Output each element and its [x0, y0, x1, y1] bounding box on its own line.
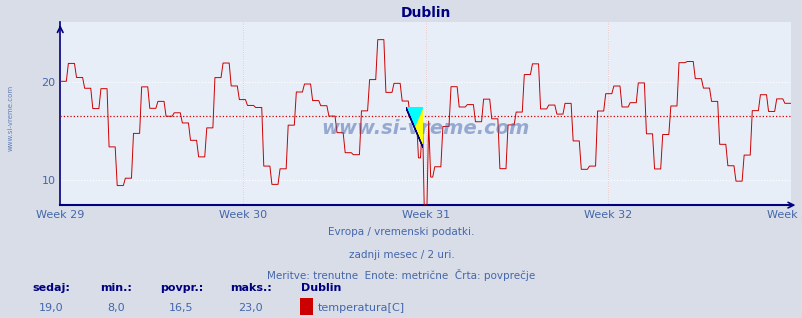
Polygon shape — [405, 107, 423, 127]
Text: 23,0: 23,0 — [237, 303, 262, 313]
Text: zadnji mesec / 2 uri.: zadnji mesec / 2 uri. — [348, 250, 454, 259]
Text: Dublin: Dublin — [301, 283, 341, 293]
Text: www.si-vreme.com: www.si-vreme.com — [7, 85, 14, 151]
Text: temperatura[C]: temperatura[C] — [318, 303, 404, 313]
Text: 16,5: 16,5 — [168, 303, 193, 313]
Text: 19,0: 19,0 — [38, 303, 63, 313]
Text: Meritve: trenutne  Enote: metrične  Črta: povprečje: Meritve: trenutne Enote: metrične Črta: … — [267, 269, 535, 281]
Text: Evropa / vremenski podatki.: Evropa / vremenski podatki. — [328, 227, 474, 237]
Title: Dublin: Dublin — [400, 6, 450, 20]
Polygon shape — [405, 107, 423, 148]
Text: povpr.:: povpr.: — [160, 283, 204, 293]
Text: 8,0: 8,0 — [107, 303, 124, 313]
Text: min.:: min.: — [100, 283, 132, 293]
Text: sedaj:: sedaj: — [32, 283, 70, 293]
Text: www.si-vreme.com: www.si-vreme.com — [321, 119, 529, 138]
Text: maks.:: maks.: — [230, 283, 272, 293]
Polygon shape — [405, 107, 423, 148]
